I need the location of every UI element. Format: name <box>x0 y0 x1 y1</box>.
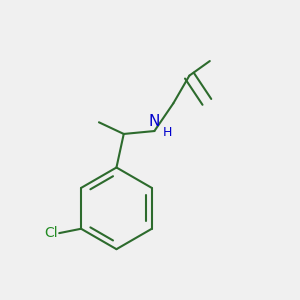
Text: Cl: Cl <box>44 226 58 240</box>
Text: N: N <box>149 114 160 129</box>
Text: H: H <box>163 126 172 139</box>
